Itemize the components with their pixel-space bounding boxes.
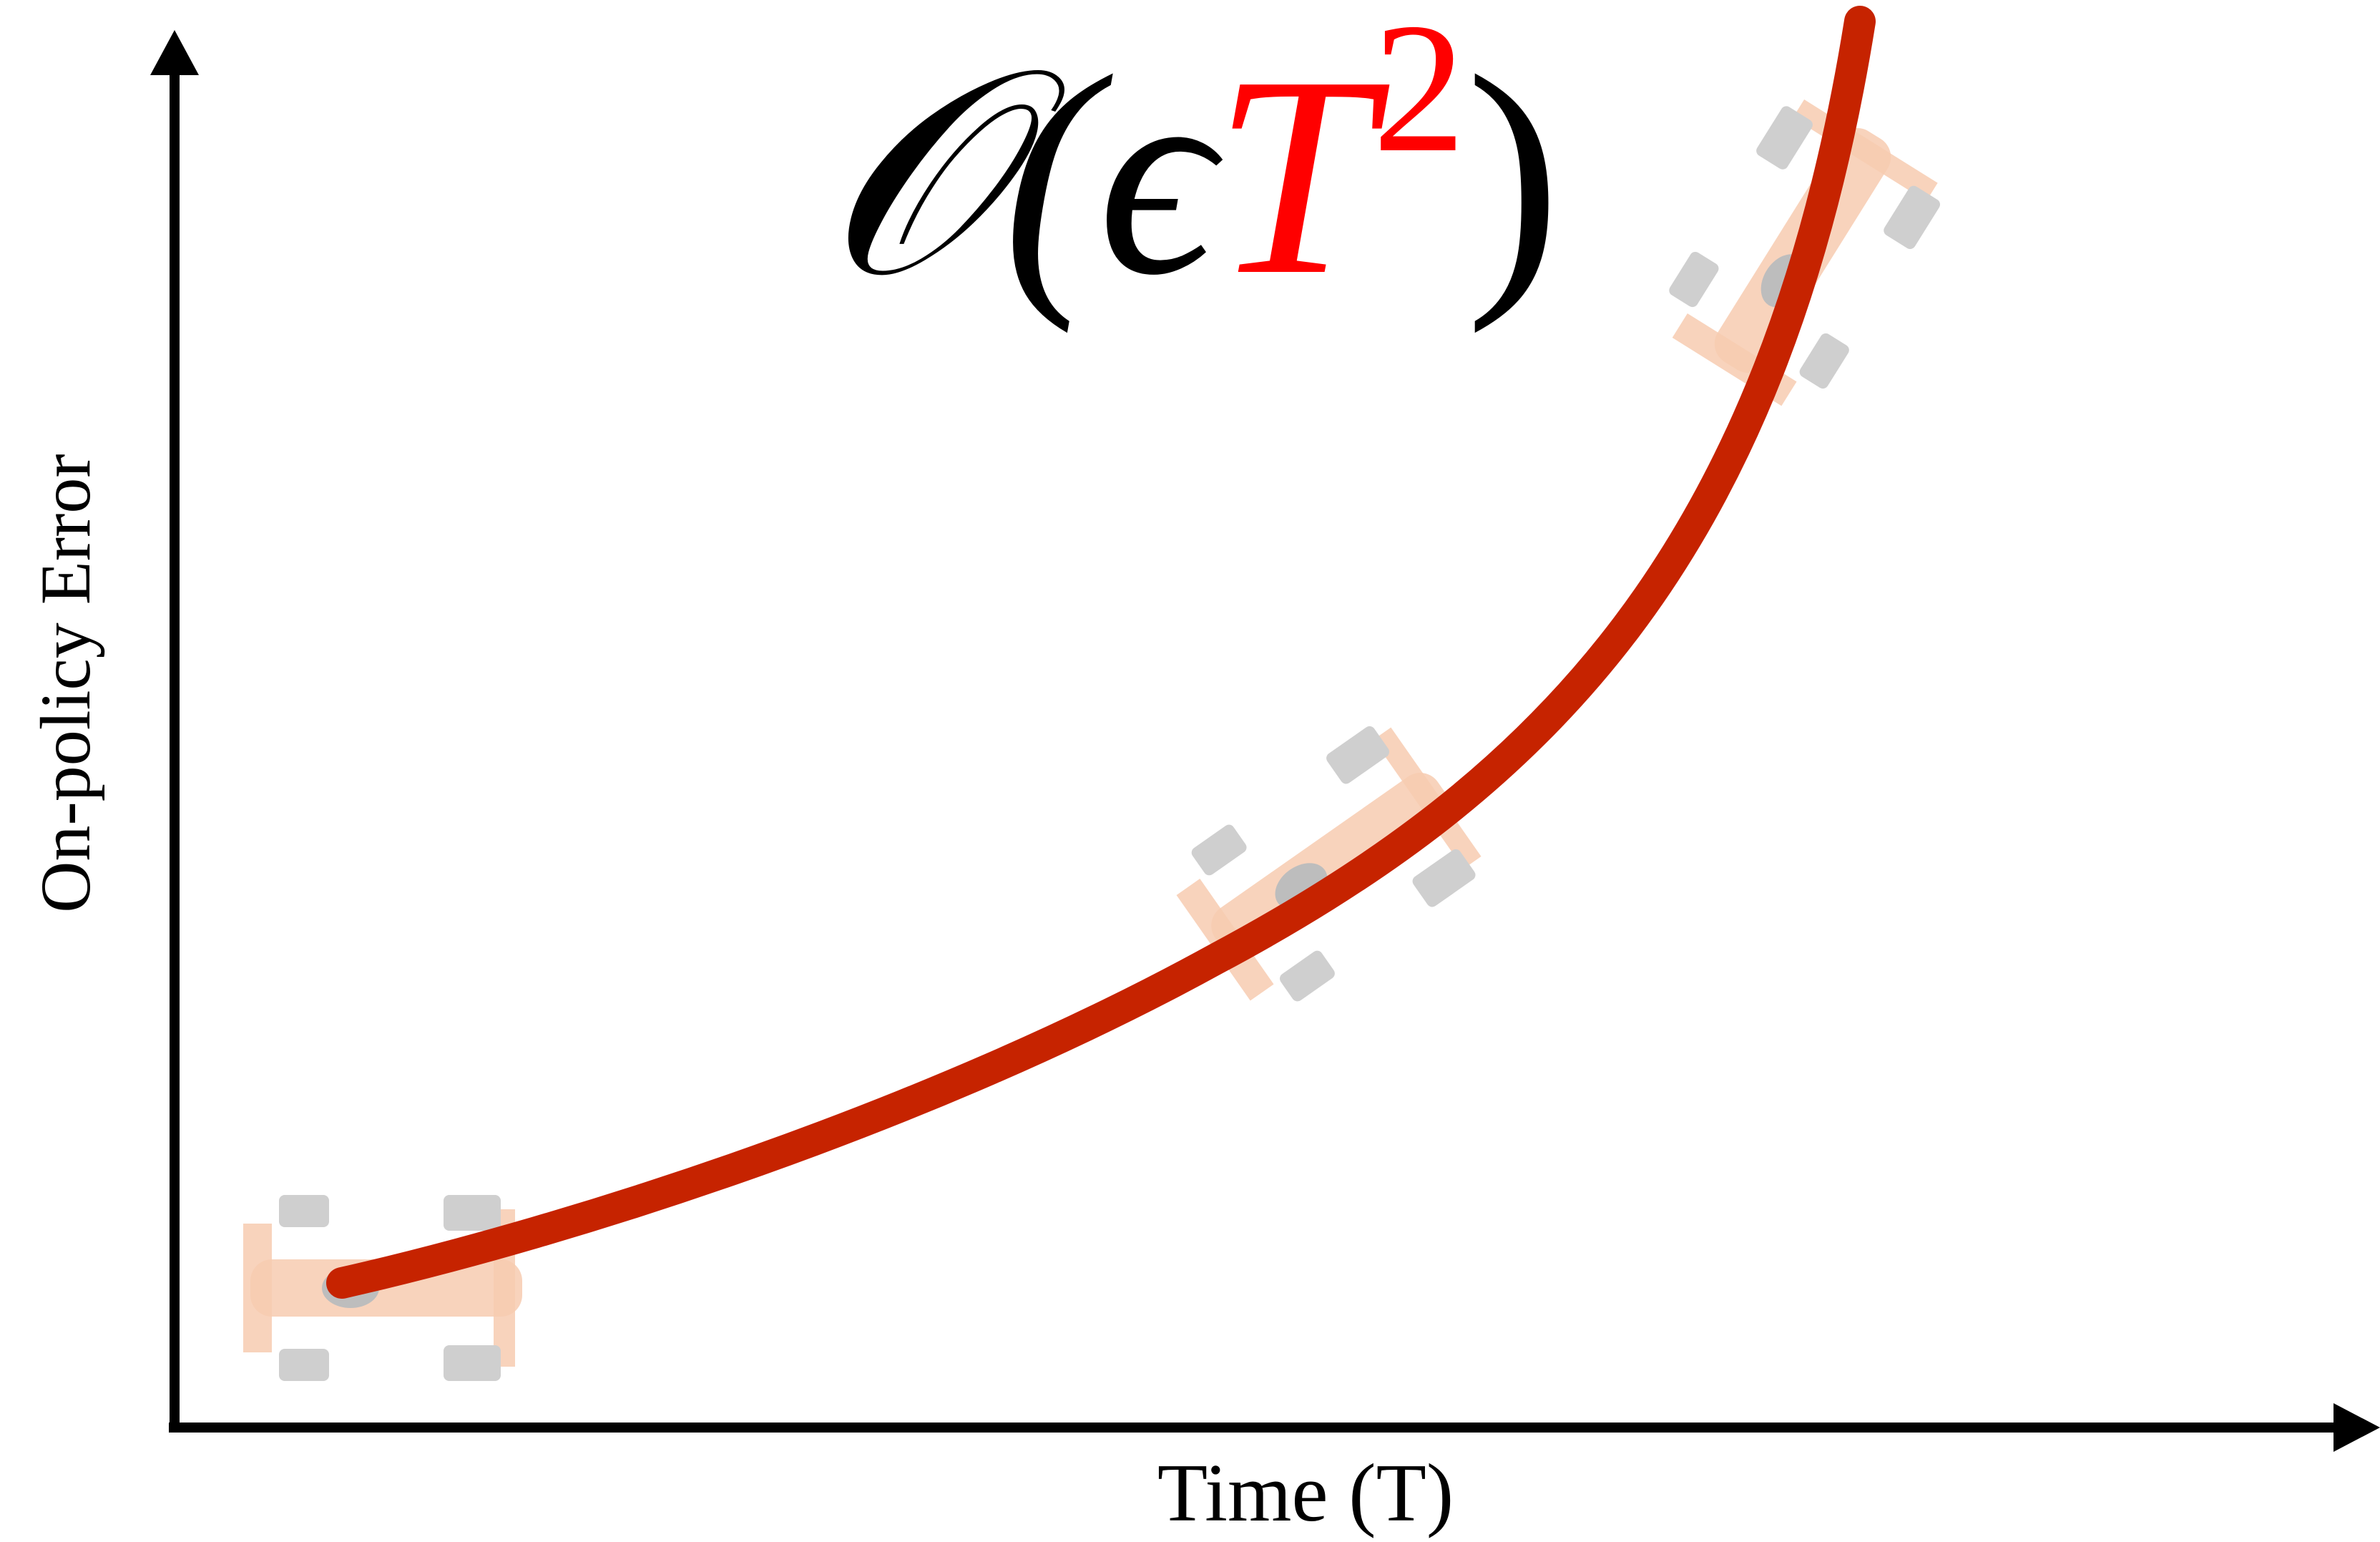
y-axis-arrow [150, 30, 199, 75]
error-curve [326, 6, 1876, 1299]
title-highlight: T [1213, 17, 1392, 334]
title-prefix: 𝒪(ϵ [823, 17, 1223, 335]
title-suffix: ) [1466, 17, 1561, 335]
title-exponent: 2 [1373, 0, 1466, 191]
title: 𝒪(ϵT2) [823, 0, 1561, 335]
x-axis-arrow [2334, 1403, 2380, 1452]
x-axis-label: Time (T) [1157, 1448, 1454, 1538]
y-axis-label: On-policy Error [26, 454, 105, 912]
